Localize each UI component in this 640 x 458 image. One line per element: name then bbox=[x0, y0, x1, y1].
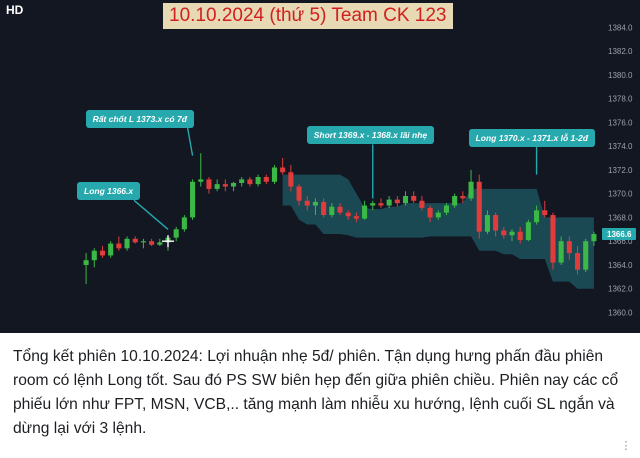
candle-body bbox=[116, 243, 122, 249]
candle-body bbox=[271, 167, 278, 182]
y-tick-label: 1368.0 bbox=[608, 213, 633, 222]
more-options-icon[interactable]: ⋮ bbox=[620, 440, 632, 452]
candle-body bbox=[591, 234, 597, 242]
candle-body bbox=[525, 222, 531, 240]
candle-body bbox=[206, 179, 212, 189]
annotation-pointer bbox=[133, 199, 169, 230]
candle-body bbox=[255, 177, 261, 185]
candle-body bbox=[91, 250, 97, 261]
hd-badge: HD bbox=[6, 3, 24, 17]
candle-body bbox=[362, 205, 368, 219]
candle-body bbox=[550, 215, 556, 263]
candle-body bbox=[321, 201, 327, 216]
candle-body bbox=[173, 229, 179, 238]
candle-body bbox=[468, 181, 474, 199]
y-tick-label: 1374.0 bbox=[608, 142, 633, 151]
candle-body bbox=[386, 199, 392, 206]
post-caption: Tổng kết phiên 10.10.2024: Lợi nhuận nhẹ… bbox=[0, 333, 640, 458]
candle-body bbox=[509, 231, 515, 236]
y-tick-label: 1372.0 bbox=[608, 166, 633, 175]
y-tick-label: 1364.0 bbox=[608, 261, 633, 270]
candle-body bbox=[296, 186, 302, 201]
ichimoku-cloud bbox=[282, 174, 594, 289]
candle-body bbox=[280, 167, 286, 173]
y-tick-label: 1384.0 bbox=[608, 23, 633, 32]
candle-body bbox=[108, 243, 114, 256]
annotation-pointer bbox=[186, 127, 194, 156]
candle-body bbox=[484, 215, 490, 232]
trade-annotation: Rất chốt L 1373.x có 7đ bbox=[85, 109, 194, 128]
candle-body bbox=[198, 179, 204, 182]
candle-body bbox=[132, 238, 138, 243]
candle-body bbox=[542, 210, 548, 216]
candle-body bbox=[460, 196, 466, 199]
candle-body bbox=[501, 230, 507, 236]
candle-body bbox=[394, 199, 400, 204]
y-tick-label: 1360.0 bbox=[608, 308, 633, 317]
candle-body bbox=[337, 206, 343, 213]
y-tick-label: 1378.0 bbox=[608, 95, 633, 104]
candle-body bbox=[214, 184, 220, 189]
trade-annotation: Short 1369.x - 1368.x lãi nhẹ bbox=[306, 126, 435, 145]
candle-body bbox=[312, 201, 318, 206]
trade-annotation: Long 1370.x - 1371.x lỗ 1-2đ bbox=[468, 128, 595, 147]
candle-body bbox=[99, 250, 106, 256]
candle-body bbox=[534, 210, 540, 223]
y-tick-label: 1376.0 bbox=[608, 118, 633, 127]
candle-body bbox=[476, 181, 482, 232]
candle-body bbox=[411, 196, 417, 201]
y-tick-label: 1380.0 bbox=[608, 71, 633, 80]
candle-body bbox=[140, 241, 146, 243]
candle-body bbox=[427, 207, 433, 218]
y-tick-label: 1362.0 bbox=[608, 285, 633, 294]
candle-body bbox=[149, 241, 155, 245]
candle-body bbox=[329, 206, 335, 216]
candle-body bbox=[288, 172, 294, 187]
candle-body bbox=[558, 241, 564, 263]
candle-body bbox=[443, 205, 450, 213]
candle-body bbox=[566, 241, 572, 254]
candle-body bbox=[493, 215, 499, 231]
candle-body bbox=[353, 216, 359, 219]
candle-body bbox=[304, 200, 310, 206]
candle-body bbox=[181, 217, 187, 230]
trade-annotation: Long 1366.x bbox=[77, 182, 141, 201]
candle-body bbox=[435, 212, 441, 218]
candle-body bbox=[83, 260, 89, 265]
candle-body bbox=[157, 242, 163, 245]
candle-body bbox=[263, 177, 269, 182]
candle-body bbox=[370, 203, 376, 206]
caption-text: Tổng kết phiên 10.10.2024: Lợi nhuận nhẹ… bbox=[13, 348, 619, 437]
candle-body bbox=[247, 179, 253, 185]
candle-body bbox=[517, 231, 523, 240]
candle-body bbox=[378, 203, 384, 206]
y-tick-label: 1370.0 bbox=[608, 190, 633, 199]
y-tick-label: 1382.0 bbox=[608, 47, 633, 56]
candle-body bbox=[230, 182, 237, 187]
candle-body bbox=[419, 200, 425, 208]
candle-body bbox=[124, 238, 130, 249]
candle-body bbox=[239, 179, 245, 183]
y-tick-label: 1366.0 bbox=[608, 237, 633, 246]
candle-body bbox=[190, 181, 196, 218]
candle-body bbox=[222, 184, 228, 187]
price-chart[interactable]: 1384.0 1382.0 1380.0 1378.0 1376.0 1374.0 1372… bbox=[0, 0, 640, 333]
candle-body bbox=[583, 241, 589, 270]
last-price-label: 1366.6 bbox=[607, 230, 632, 239]
candle-body bbox=[345, 212, 351, 217]
chart-title: 10.10.2024 (thứ 5) Team CK 123 bbox=[163, 3, 453, 29]
candle-body bbox=[452, 196, 458, 206]
candle-body bbox=[402, 196, 409, 204]
candle-body bbox=[574, 253, 581, 270]
last-price-tag bbox=[602, 228, 636, 241]
candlestick-chart[interactable]: 1384.0 1382.0 1380.0 1378.0 1376.0 1374.0 1372… bbox=[0, 0, 640, 333]
